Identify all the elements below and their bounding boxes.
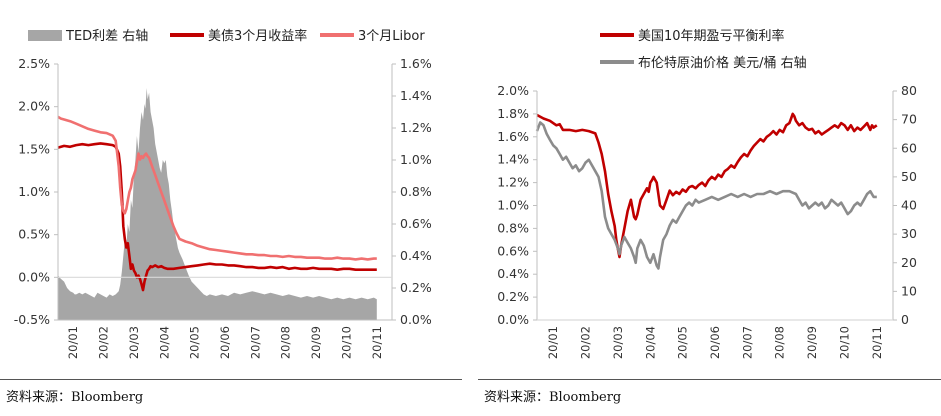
legend-label-brent: 布伦特原油价格 美元/桶 右轴 xyxy=(638,55,807,71)
x-tick-label: 20/11 xyxy=(370,326,384,359)
source-note-left: 资料来源：Bloomberg xyxy=(6,390,144,405)
y-left-tick-label: -0.5% xyxy=(14,312,50,327)
plot-area-left: -0.5% 0.0% 0.5% 1.0% 1.5% 2.0% 2.5% 0.0% 0.2% 0.4… xyxy=(14,56,432,359)
x-tick-label: 20/02 xyxy=(97,326,111,359)
y-left-tick-label: 1.0% xyxy=(18,184,50,199)
y-right-tick-label: 70 xyxy=(901,112,917,127)
x-tick-label: 20/05 xyxy=(676,326,690,359)
y-right-tick-label: 0.8% xyxy=(400,184,432,199)
x-tick-label: 20/09 xyxy=(805,326,819,359)
divider-right xyxy=(478,379,941,380)
x-tick-label: 20/06 xyxy=(708,326,722,359)
x-tick-label: 20/03 xyxy=(611,326,625,359)
legend-label-libor: 3个月Libor xyxy=(358,29,425,44)
x-tick-label: 20/10 xyxy=(838,326,852,359)
x-tick-label: 20/05 xyxy=(188,326,202,359)
x-tick-label: 20/06 xyxy=(218,326,232,359)
y-right-tick-label: 1.4% xyxy=(400,88,432,103)
x-tick-label: 20/08 xyxy=(773,326,787,359)
y-right-tick-label: 30 xyxy=(901,226,917,241)
y-left-tick-label: 0.8% xyxy=(497,220,529,235)
y-left-tick-label: 1.2% xyxy=(497,175,529,190)
y-left-tick-label: 1.8% xyxy=(497,106,529,121)
y-right-tick-label: 0.0% xyxy=(400,312,432,327)
source-note-right: 资料来源：Bloomberg xyxy=(484,390,622,405)
x-tick-label: 20/02 xyxy=(579,326,593,359)
y-left-tick-label: 0.5% xyxy=(18,227,50,242)
series-3个月Libor-line xyxy=(57,115,377,261)
x-tick-label: 20/07 xyxy=(248,326,262,359)
y-right-tick-label: 80 xyxy=(901,83,917,98)
series-布伦特原油价格-美元桶-右轴-line xyxy=(535,121,877,270)
chart-right: 美国10年期盈亏平衡利率 布伦特原油价格 美元/桶 右轴 0.0% 0.2% 0.4… xyxy=(497,28,917,359)
x-tick-label: 20/11 xyxy=(870,326,884,359)
y-right-tick-label: 0.2% xyxy=(400,280,432,295)
y-left-tick-label: 1.4% xyxy=(497,152,529,167)
y-right-tick-label: 40 xyxy=(901,198,917,213)
series-美债3个月收益率-line xyxy=(57,142,377,292)
y-right-tick-label: 20 xyxy=(901,255,917,270)
y-right-tick-label: 1.0% xyxy=(400,152,432,167)
x-tick-label: 20/04 xyxy=(157,326,171,359)
y-left-tick-label: 2.0% xyxy=(497,83,529,98)
chart-left: TED利差 右轴 美债3个月收益率 3个月Libor -0.5% 0.0% 0.5%… xyxy=(14,28,432,359)
x-tick-label: 20/09 xyxy=(309,326,323,359)
legend-swatch-ted xyxy=(28,30,62,41)
x-tick-label: 20/07 xyxy=(740,326,754,359)
series-美国10年期盈亏平衡利率-line xyxy=(536,112,878,259)
y-right-tick-label: 1.2% xyxy=(400,120,432,135)
x-tick-label: 20/08 xyxy=(279,326,293,359)
divider-left xyxy=(0,379,462,380)
y-left-tick-label: 1.0% xyxy=(497,198,529,213)
x-tick-label: 20/01 xyxy=(66,326,80,359)
legend-right: 美国10年期盈亏平衡利率 布伦特原油价格 美元/桶 右轴 xyxy=(600,28,807,71)
y-left-tick-label: 0.0% xyxy=(18,269,50,284)
x-tick-label: 20/04 xyxy=(643,326,657,359)
y-left-tick-label: 0.4% xyxy=(497,266,529,281)
y-left-tick-label: 1.6% xyxy=(497,129,529,144)
y-left-tick-label: 0.6% xyxy=(497,243,529,258)
legend-label-treasury: 美债3个月收益率 xyxy=(208,28,307,44)
y-right-tick-label: 0 xyxy=(901,312,909,327)
y-left-tick-label: 0.0% xyxy=(497,312,529,327)
legend-left: TED利差 右轴 美债3个月收益率 3个月Libor xyxy=(28,28,425,44)
y-right-tick-label: 60 xyxy=(901,140,917,155)
y-left-tick-label: 1.5% xyxy=(18,141,50,156)
x-tick-label: 20/01 xyxy=(546,326,560,359)
plot-area-right: 0.0% 0.2% 0.4% 0.6% 0.8% 1.0% 1.2% 1.4% 1.6% 1.8%… xyxy=(497,83,917,359)
y-right-tick-label: 50 xyxy=(901,169,917,184)
y-right-tick-label: 1.6% xyxy=(400,56,432,71)
y-right-tick-label: 0.4% xyxy=(400,248,432,263)
y-right-tick-label: 10 xyxy=(901,283,917,298)
x-tick-label: 20/10 xyxy=(340,326,354,359)
y-left-tick-label: 2.5% xyxy=(18,56,50,71)
legend-label-breakeven: 美国10年期盈亏平衡利率 xyxy=(638,28,785,44)
y-left-tick-label: 2.0% xyxy=(18,99,50,114)
legend-label-ted: TED利差 右轴 xyxy=(65,29,148,44)
y-right-tick-label: 0.6% xyxy=(400,216,432,231)
series-TED利差-右轴-area xyxy=(58,88,377,320)
x-tick-label: 20/03 xyxy=(127,326,141,359)
y-left-tick-label: 0.2% xyxy=(497,289,529,304)
